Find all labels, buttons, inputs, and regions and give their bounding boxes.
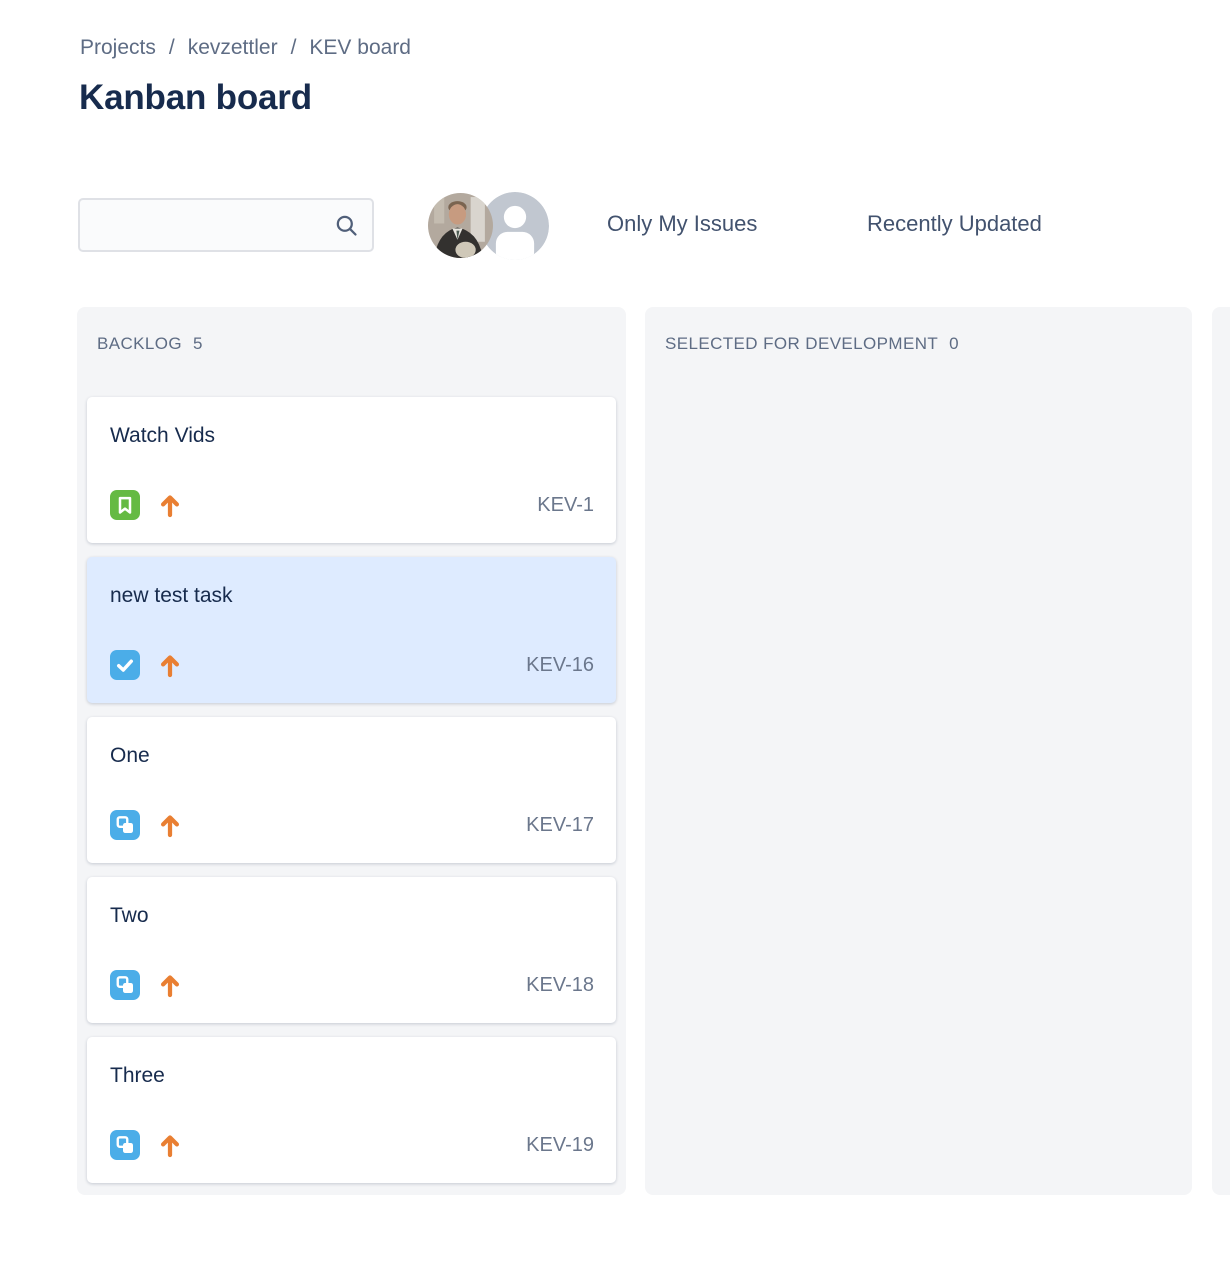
card-footer: KEV-18 xyxy=(110,970,594,1000)
search-box xyxy=(78,198,374,252)
priority-high-icon xyxy=(155,970,185,1000)
card-kev-17[interactable]: One KEV-17 xyxy=(87,717,616,863)
breadcrumb-projects[interactable]: Projects xyxy=(80,36,156,59)
card-footer: KEV-16 xyxy=(110,650,594,680)
avatar-anonymous-user[interactable] xyxy=(481,192,549,260)
user-photo-image xyxy=(428,193,493,258)
page-title: Kanban board xyxy=(79,78,312,117)
breadcrumb-separator: / xyxy=(168,36,175,59)
breadcrumb-kevzettler[interactable]: kevzettler xyxy=(187,36,278,59)
subtask-icon xyxy=(110,1130,140,1160)
card-title: Watch Vids xyxy=(110,424,216,447)
column-name: BACKLOG xyxy=(97,334,182,353)
person-icon xyxy=(481,192,549,260)
card-key: KEV-18 xyxy=(526,973,594,996)
subtask-icon xyxy=(110,810,140,840)
avatar-user-photo[interactable] xyxy=(428,193,493,258)
card-kev-18[interactable]: Two KEV-18 xyxy=(87,877,616,1023)
board-column-partial xyxy=(1212,307,1230,1195)
card-footer: KEV-17 xyxy=(110,810,594,840)
story-icon xyxy=(110,490,140,520)
column-name: SELECTED FOR DEVELOPMENT xyxy=(665,334,939,353)
card-key: KEV-1 xyxy=(537,493,594,516)
board-column-backlog: BACKLOG 5 Watch Vids xyxy=(77,307,626,1195)
card-key: KEV-19 xyxy=(526,1133,594,1156)
board-column-selected-for-development: SELECTED FOR DEVELOPMENT 0 xyxy=(645,307,1192,1195)
subtask-icon xyxy=(110,970,140,1000)
column-count: 5 xyxy=(193,334,203,353)
priority-high-icon xyxy=(155,810,185,840)
card-title: new test task xyxy=(110,584,233,607)
card-title: Two xyxy=(110,904,149,927)
task-icon xyxy=(110,650,140,680)
column-header-backlog: BACKLOG 5 xyxy=(97,334,610,354)
card-key: KEV-17 xyxy=(526,813,594,836)
only-my-issues-button[interactable]: Only My Issues xyxy=(607,211,758,236)
search-input[interactable] xyxy=(80,200,372,250)
card-kev-1[interactable]: Watch Vids KEV-1 xyxy=(87,397,616,543)
card-list-backlog: Watch Vids KEV-1 xyxy=(87,397,616,1197)
breadcrumb-kev-board[interactable]: KEV board xyxy=(309,36,411,59)
card-kev-19[interactable]: Three KEV-1 xyxy=(87,1037,616,1183)
card-title: One xyxy=(110,744,150,767)
column-count: 0 xyxy=(949,334,960,353)
card-key: KEV-16 xyxy=(526,653,594,676)
breadcrumb-separator: / xyxy=(290,36,297,59)
column-header-selected-for-development: SELECTED FOR DEVELOPMENT 0 xyxy=(665,334,1176,354)
breadcrumb: Projects / kevzettler / KEV board xyxy=(80,36,411,60)
priority-high-icon xyxy=(155,650,185,680)
card-kev-16[interactable]: new test task KEV-16 xyxy=(87,557,616,703)
card-footer: KEV-1 xyxy=(110,490,594,520)
card-footer: KEV-19 xyxy=(110,1130,594,1160)
priority-high-icon xyxy=(155,1130,185,1160)
priority-high-icon xyxy=(155,490,185,520)
card-title: Three xyxy=(110,1064,165,1087)
recently-updated-button[interactable]: Recently Updated xyxy=(867,211,1042,236)
